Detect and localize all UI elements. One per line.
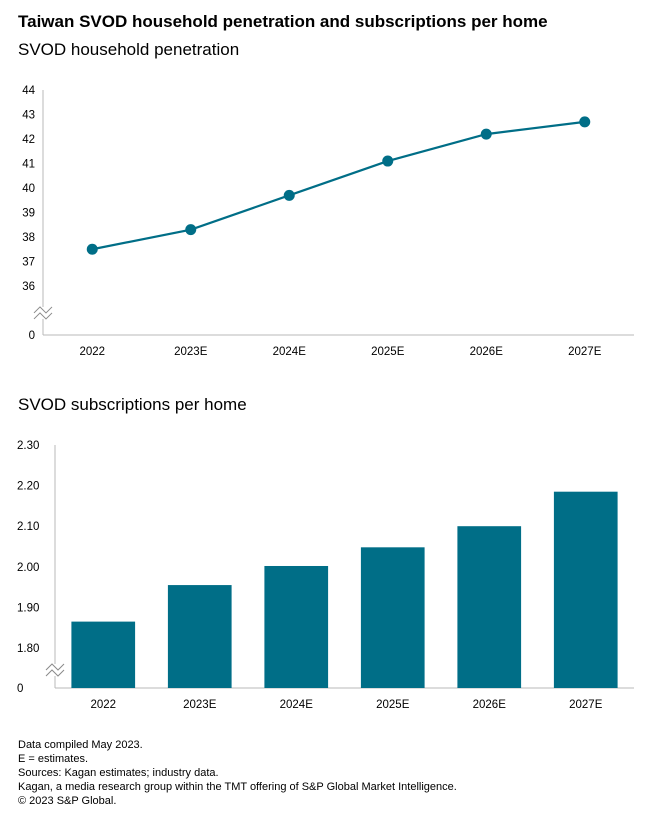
data-point bbox=[283, 189, 295, 201]
x-tick-label: 2022 bbox=[79, 346, 105, 358]
footnote-copyright: © 2023 S&P Global. bbox=[18, 795, 117, 807]
y-tick-label-zero: 0 bbox=[29, 330, 35, 342]
y-tick-label: 41 bbox=[22, 159, 35, 171]
bar bbox=[167, 585, 232, 688]
bar-chart-title: SVOD subscriptions per home bbox=[18, 395, 247, 414]
bar bbox=[71, 621, 136, 688]
line-chart-title: SVOD household penetration bbox=[18, 40, 240, 59]
axis-break-mark bbox=[45, 669, 65, 677]
y-tick-label: 2.00 bbox=[17, 562, 39, 574]
footnote-compiled: Data compiled May 2023. bbox=[18, 739, 143, 751]
data-point bbox=[480, 128, 492, 140]
x-tick-label: 2027E bbox=[569, 699, 603, 711]
footnotes: Data compiled May 2023. E = estimates. S… bbox=[18, 738, 457, 808]
bar bbox=[360, 547, 425, 688]
y-tick-label: 43 bbox=[22, 110, 35, 122]
x-tick-label: 2026E bbox=[470, 346, 504, 358]
data-point bbox=[185, 224, 197, 236]
x-tick-label: 2022 bbox=[90, 699, 116, 711]
x-tick-label: 2027E bbox=[568, 346, 602, 358]
x-tick-label: 2025E bbox=[376, 699, 410, 711]
x-tick-label: 2024E bbox=[280, 699, 314, 711]
y-tick-label: 2.30 bbox=[17, 440, 39, 452]
bar bbox=[457, 526, 522, 688]
bar bbox=[553, 491, 618, 688]
y-tick-label: 42 bbox=[22, 134, 35, 146]
penetration-line-chart: 44 43 42 41 40 39 38 37 36 0 2022 2023E 2024E 2025E 20… bbox=[22, 85, 634, 358]
footnote-estimates: E = estimates. bbox=[18, 753, 89, 765]
bar bbox=[264, 565, 329, 688]
y-tick-label: 40 bbox=[22, 183, 35, 195]
y-tick-label: 1.80 bbox=[17, 643, 39, 655]
footnote-sources: Sources: Kagan estimates; industry data. bbox=[18, 767, 219, 779]
axis-break-mark bbox=[33, 306, 53, 314]
chart-title: Taiwan SVOD household penetration and su… bbox=[18, 12, 548, 31]
y-tick-label: 38 bbox=[22, 232, 35, 244]
data-point bbox=[382, 155, 394, 167]
axis-break-mark bbox=[45, 663, 65, 671]
y-tick-label: 37 bbox=[22, 257, 35, 269]
y-tick-label: 36 bbox=[22, 281, 35, 293]
y-tick-label: 2.10 bbox=[17, 521, 39, 533]
axis-break-gap bbox=[46, 664, 64, 676]
x-tick-label: 2023E bbox=[174, 346, 208, 358]
series-line bbox=[92, 120, 585, 251]
x-tick-label: 2025E bbox=[371, 346, 405, 358]
data-point bbox=[86, 243, 98, 255]
x-tick-label: 2026E bbox=[473, 699, 507, 711]
x-tick-label: 2023E bbox=[183, 699, 217, 711]
axis-break-mark bbox=[33, 312, 53, 320]
y-tick-label: 44 bbox=[22, 85, 35, 97]
axis-break-gap bbox=[34, 306, 52, 319]
y-tick-label: 1.90 bbox=[17, 602, 39, 614]
x-tick-label: 2024E bbox=[273, 346, 307, 358]
data-point bbox=[579, 116, 591, 128]
y-tick-label-zero: 0 bbox=[17, 683, 23, 695]
subscriptions-bar-chart: 2.30 2.20 2.10 2.00 1.90 1.80 0 2022 2023E 2024E 2… bbox=[17, 440, 634, 711]
y-tick-label: 39 bbox=[22, 208, 35, 220]
y-tick-label: 2.20 bbox=[17, 481, 39, 493]
footnote-kagan: Kagan, a media research group within the… bbox=[18, 781, 457, 793]
